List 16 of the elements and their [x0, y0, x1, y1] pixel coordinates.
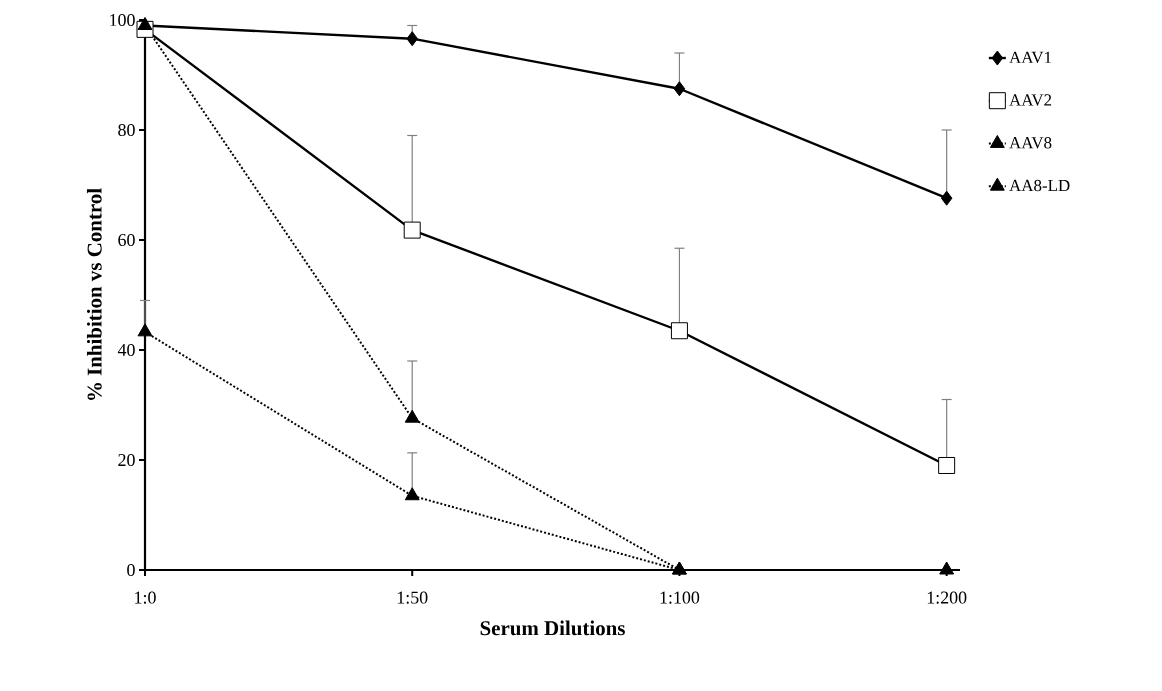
- legend-label: AAV8: [1009, 137, 1052, 149]
- legend-label: AAV1: [1009, 51, 1052, 64]
- x-tick-label: 1:200: [927, 591, 967, 604]
- x-tick-label: 1:0: [135, 591, 156, 604]
- x-axis-title: Serum Dilutions: [480, 620, 625, 636]
- legend-label: AAV2: [1009, 94, 1052, 106]
- y-tick-label: 60: [118, 233, 135, 247]
- x-tick-label: 1:50: [397, 591, 428, 604]
- y-tick-label: 80: [118, 123, 135, 137]
- y-tick-label: 20: [118, 453, 135, 467]
- y-tick-label: 100: [110, 13, 135, 27]
- y-tick-label: 0: [127, 563, 135, 577]
- y-axis-title: % Inhibition vs Control: [86, 188, 102, 400]
- x-tick-label: 1:100: [660, 591, 700, 604]
- legend-label: AA8-LD: [1009, 179, 1070, 192]
- y-tick-label: 40: [117, 343, 135, 357]
